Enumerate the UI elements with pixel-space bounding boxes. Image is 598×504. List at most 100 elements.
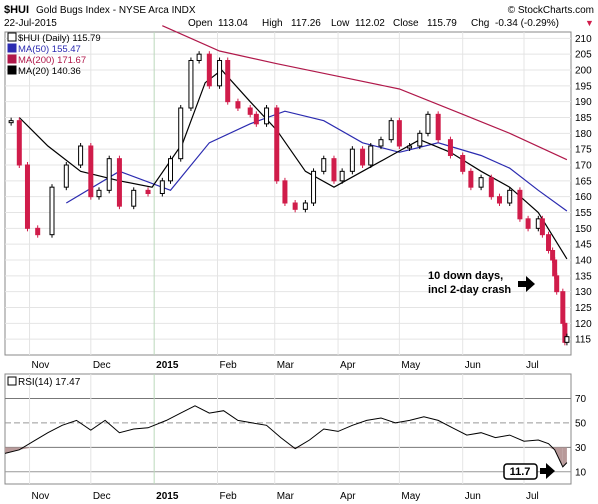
chg-label: Chg — [471, 18, 489, 29]
high-value: 117.26 — [291, 18, 321, 29]
x-tick-label: Apr — [340, 360, 356, 371]
price-candle — [552, 259, 558, 277]
price-candle — [63, 164, 69, 188]
price-candle — [106, 158, 112, 191]
low-label: Low — [331, 18, 350, 29]
rsi-x-axis: Nov Dec 2015 Feb Mar Apr May Jun Jul — [32, 491, 539, 502]
price-tick-label: 130 — [575, 287, 592, 298]
price-candle — [417, 132, 423, 147]
price-candle — [550, 250, 556, 261]
price-tick-label: 120 — [575, 319, 592, 330]
legend-swatch — [7, 32, 17, 42]
rsi-line-group — [4, 405, 568, 468]
price-candle — [378, 139, 384, 147]
price-candle — [435, 113, 441, 141]
price-y-axis: 115 120 125 130 135 140 145 150 155 160 165 170 175 1… — [575, 34, 592, 346]
rsi-tick-label: 70 — [575, 394, 587, 405]
price-tick-label: 205 — [575, 50, 592, 61]
price-candle — [8, 120, 14, 124]
price-tick-label: 140 — [575, 256, 592, 267]
x-tick-label: Nov — [32, 491, 50, 502]
x-tick-label: Feb — [220, 491, 238, 502]
legend-swatch — [7, 43, 17, 53]
close-value: 115.79 — [427, 18, 457, 29]
open-value: 113.04 — [218, 18, 248, 29]
price-candle — [554, 275, 560, 293]
price-candle — [159, 180, 165, 194]
rsi-tick-label: 50 — [575, 418, 587, 429]
price-candle — [564, 336, 570, 343]
price-candle — [247, 107, 253, 115]
x-tick-label: Mar — [277, 491, 295, 502]
price-candle — [517, 189, 523, 220]
price-candle — [525, 218, 531, 229]
price-candle — [311, 170, 317, 204]
price-candle — [407, 145, 413, 149]
price-candle — [225, 60, 231, 103]
x-tick-label: Jul — [526, 491, 539, 502]
x-tick-label: 2015 — [156, 360, 179, 371]
price-tick-label: 175 — [575, 145, 592, 156]
price-tick-label: 150 — [575, 224, 592, 235]
chg-value: -0.34 (-0.29%) — [495, 18, 559, 29]
x-tick-label: Dec — [93, 360, 111, 371]
price-tick-label: 135 — [575, 271, 592, 282]
price-candle — [274, 107, 280, 182]
legend-swatch — [7, 65, 17, 75]
rsi-oversold-fill — [5, 447, 567, 467]
x-tick-label: May — [401, 491, 420, 502]
x-tick-label: Jun — [465, 360, 481, 371]
x-tick-label: May — [401, 360, 420, 371]
price-tick-label: 185 — [575, 113, 592, 124]
price-panel: 115 120 125 130 135 140 145 150 155 160 165 170 175 1… — [4, 25, 592, 356]
price-candle — [145, 189, 151, 194]
price-candle — [292, 202, 298, 210]
rsi-badge-arrow-icon — [540, 463, 555, 479]
price-candle — [468, 170, 474, 188]
annotation-line-1: 10 down days, — [428, 270, 503, 282]
x-tick-label: Mar — [277, 360, 295, 371]
chg-down-arrow-icon: ▼ — [585, 18, 594, 28]
rsi-line — [4, 405, 568, 468]
x-tick-label: Nov — [32, 360, 50, 371]
price-candle — [235, 101, 241, 109]
x-tick-label: Dec — [93, 491, 111, 502]
close-label: Close — [393, 18, 419, 29]
price-candle — [368, 145, 374, 166]
legend-label: MA(20) 140.36 — [18, 66, 81, 77]
ma-line-ma200 — [162, 25, 568, 161]
ma-line-ma50 — [65, 110, 568, 212]
price-candle — [478, 177, 484, 188]
rsi-grid — [5, 374, 571, 484]
price-lines — [18, 25, 568, 260]
price-tick-label: 160 — [575, 192, 592, 203]
price-candle — [488, 177, 494, 198]
legend-label: MA(50) 155.47 — [18, 44, 81, 55]
rsi-panel: 10 30 50 70 RSI(14) 17.47 11.7 — [4, 373, 587, 485]
price-candle — [88, 145, 94, 198]
price-tick-label: 190 — [575, 97, 592, 108]
rsi-title: RSI(14) 17.47 — [18, 377, 81, 388]
price-candle — [168, 158, 174, 182]
rsi-badge-box — [503, 463, 538, 480]
price-candle — [217, 60, 223, 87]
price-candle — [321, 158, 327, 172]
ma-line-ma20 — [18, 69, 568, 260]
price-candle — [460, 155, 466, 172]
price-candle — [196, 53, 202, 62]
rsi-panel-frame — [4, 373, 572, 485]
low-value: 112.02 — [355, 18, 385, 29]
price-candle — [78, 145, 84, 166]
price-candle — [116, 158, 122, 207]
chart-date: 22-Jul-2015 — [4, 18, 57, 29]
price-candle — [178, 107, 184, 160]
rsi-tick-label: 10 — [575, 467, 587, 478]
chart-symbol: $HUI — [4, 4, 29, 16]
price-candle — [447, 139, 453, 157]
legend-label: $HUI (Daily) 115.79 — [18, 33, 101, 44]
x-tick-label: 2015 — [156, 491, 179, 502]
annotation-line-2: incl 2-day crash — [428, 284, 511, 296]
rsi-fill-segment — [5, 447, 20, 454]
price-candle — [396, 120, 402, 147]
